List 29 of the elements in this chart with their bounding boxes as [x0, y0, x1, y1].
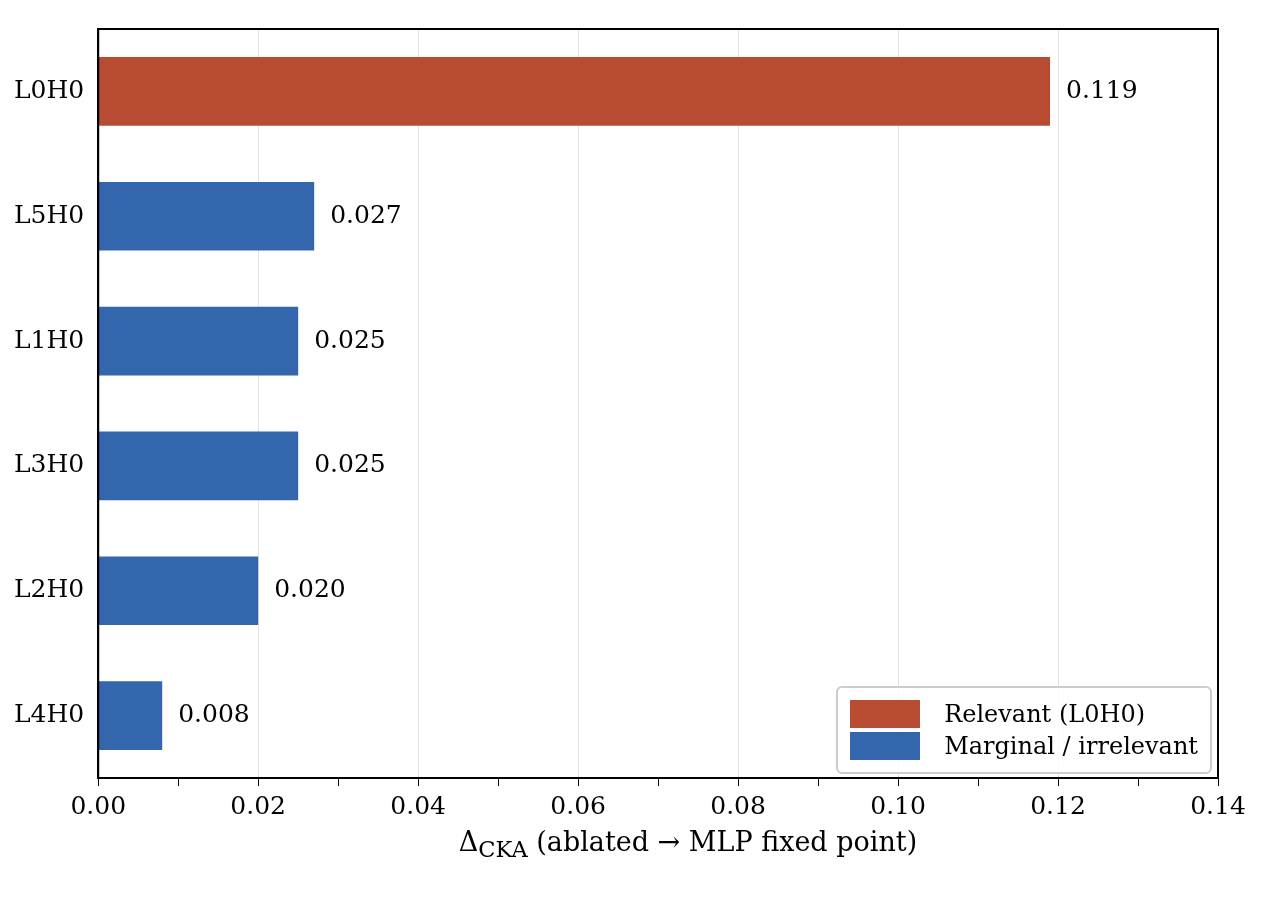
y-tick-label: L5H0	[14, 199, 85, 229]
bar	[98, 556, 259, 626]
x-tick-label: 0.04	[390, 790, 446, 820]
bar	[98, 306, 299, 376]
data-label: 0.119	[1066, 74, 1138, 104]
data-label: 0.027	[330, 199, 402, 229]
y-tick-label: L4H0	[14, 699, 85, 729]
y-tick-label: L2H0	[14, 574, 85, 604]
x-tick-label: 0.02	[230, 790, 287, 820]
data-label: 0.020	[274, 574, 346, 604]
data-label: 0.025	[314, 324, 386, 354]
x-tick-label: 0.08	[710, 790, 766, 820]
data-label: 0.008	[178, 699, 250, 729]
x-tick-label: 0.00	[70, 790, 127, 820]
x-tick-label: 0.06	[550, 790, 606, 820]
bar	[98, 57, 1051, 126]
legend-label: Marginal / irrelevant	[944, 732, 1198, 761]
x-tick-label: 0.14	[1190, 790, 1246, 820]
y-tick-label: L0H0	[14, 74, 85, 104]
x-tick-label: 0.10	[870, 790, 926, 820]
bar	[98, 431, 299, 501]
legend-label: Relevant (L0H0)	[944, 700, 1146, 729]
y-tick-label: L1H0	[14, 324, 85, 354]
x-tick-label: 0.12	[1030, 790, 1086, 820]
bar	[98, 681, 163, 750]
bar	[98, 181, 315, 251]
y-tick-label: L3H0	[14, 449, 85, 479]
x-axis-title: Δ$_{CKA}$ (ablated → MLP fixed point)	[457, 826, 919, 863]
data-label: 0.025	[314, 449, 386, 479]
